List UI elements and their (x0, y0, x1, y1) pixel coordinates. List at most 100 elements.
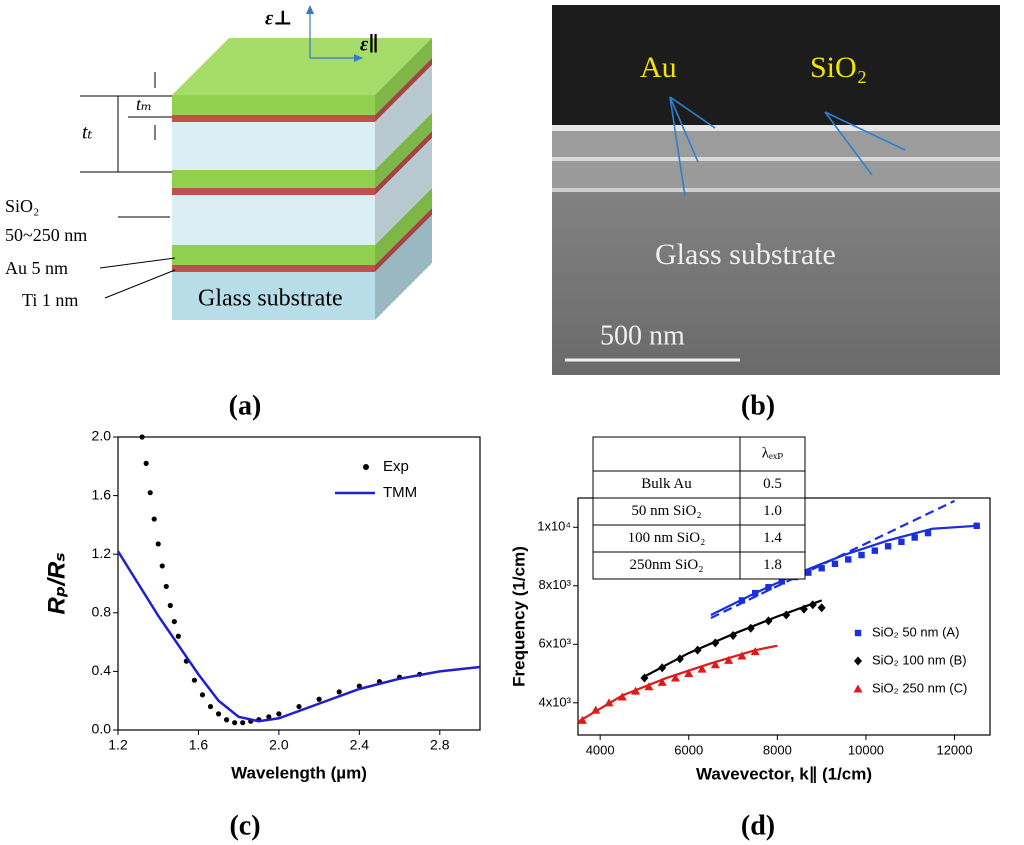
scale-text: 500 nm (600, 320, 685, 351)
sem-glass: Glass substrate (655, 238, 836, 271)
data-point (746, 623, 755, 633)
legend-marker (854, 629, 862, 637)
layer-front (172, 188, 375, 195)
data-point (631, 686, 641, 695)
data-point (898, 538, 905, 546)
legend-marker (363, 464, 369, 470)
data-point (191, 677, 198, 683)
x-tick-label: 6000 (674, 742, 703, 757)
layer-front (172, 272, 375, 320)
y-tick-label: 8x10³ (538, 577, 571, 592)
data-point (657, 677, 667, 686)
data-point (163, 583, 169, 590)
data-point (782, 610, 791, 620)
sem-layer (552, 188, 1000, 192)
legend-marker (853, 684, 863, 693)
leader-line (104, 269, 176, 299)
data-point (577, 715, 587, 724)
data-point (710, 660, 720, 669)
data-point (973, 522, 980, 529)
t-t: tₜ (82, 122, 93, 144)
table: λₑₓₚ Bulk Au 0.5 50 nm SiO₂ 1.0 100 nm SiO₂ 1.… (592, 436, 806, 580)
layer-stack (172, 38, 432, 320)
plot: 4000 6000 8000 10000 12000 4x10³ 6x10³ 8x10³ 1x1… (509, 436, 991, 783)
table-cell: 0.5 (763, 476, 782, 492)
table-cell: 1.8 (763, 557, 782, 573)
data-point (737, 651, 747, 660)
layer-front (172, 95, 375, 115)
table-cell: 1.4 (763, 530, 782, 546)
layer-side (375, 58, 432, 122)
data-point (693, 645, 702, 655)
data-point (884, 543, 892, 550)
data-point (799, 604, 808, 614)
panel-label: (b) (741, 390, 775, 421)
data-point (765, 584, 772, 591)
data-point (670, 673, 680, 682)
y-tick-label: 0.4 (92, 662, 112, 678)
data-point (675, 654, 684, 664)
t-m: tₘ (136, 94, 152, 114)
x-tick-label: 2.4 (350, 737, 370, 753)
au-label: Au 5 nm (5, 258, 68, 278)
layer-front (172, 115, 375, 122)
x-tick-label: 1.2 (108, 737, 128, 753)
table-cell: 50 nm SiO₂ (631, 503, 701, 519)
top-face (172, 38, 432, 95)
data-point (356, 683, 362, 689)
y-tick-label: 1.6 (92, 486, 112, 502)
sem-layer (552, 157, 1000, 161)
table-cell: 1.0 (763, 503, 782, 519)
legend-label: SiO₂ 100 nm (B) (872, 652, 967, 667)
data-point (724, 655, 734, 664)
data-point (817, 603, 826, 613)
data-point (871, 547, 879, 554)
data-point (159, 563, 165, 569)
data-point (738, 597, 746, 604)
panel-label: (a) (229, 390, 262, 421)
data-point (845, 556, 852, 563)
y-tick-label: 2.0 (92, 428, 112, 444)
data-point (911, 534, 918, 541)
layer-side (375, 208, 432, 272)
data-point (139, 434, 145, 440)
layer-front (172, 245, 375, 265)
x-tick-label: 12000 (936, 742, 972, 757)
layer-front (172, 122, 375, 170)
data-point (831, 560, 839, 568)
table-frame (592, 436, 806, 580)
eps-perp: ε⊥ (265, 8, 292, 30)
panel-labels: (a) (b) (c) (d) (229, 390, 775, 841)
y-tick-label: 4x10³ (538, 694, 571, 709)
panel-label: (c) (229, 810, 260, 841)
x-tick-label: 10000 (848, 742, 884, 757)
layer-side (375, 38, 432, 115)
line (710, 499, 956, 619)
data-point (750, 647, 760, 656)
table-cell: 250nm SiO₂ (630, 557, 704, 573)
data-point (684, 669, 694, 678)
data-point (232, 720, 238, 726)
glass-label: Glass substrate (198, 286, 343, 312)
data-point (617, 692, 627, 701)
layer-front (172, 170, 375, 188)
sio2-label: SiO₂ (5, 196, 39, 216)
line (116, 550, 481, 723)
y-tick-label: 6x10³ (538, 636, 571, 651)
y-tick-label: 0.0 (92, 721, 112, 737)
data-point (778, 578, 785, 585)
data-point (658, 663, 667, 673)
sem-layer (552, 161, 1000, 188)
layer-side (375, 65, 432, 170)
sem-au: Au (640, 51, 677, 84)
table-header: λₑₓₚ (762, 445, 783, 461)
x-tick-label: 2.0 (269, 737, 289, 753)
plot: 1.2 1.6 2.0 2.4 2.8 0.0 0.4 0.8 1.2 1.6 2.0 Wavelen… (43, 428, 481, 782)
data-point (640, 673, 649, 683)
y-tick-label: 1.2 (92, 545, 112, 561)
layer-side (375, 138, 432, 245)
legend-label: TMM (383, 484, 417, 501)
leader-line (99, 257, 176, 269)
